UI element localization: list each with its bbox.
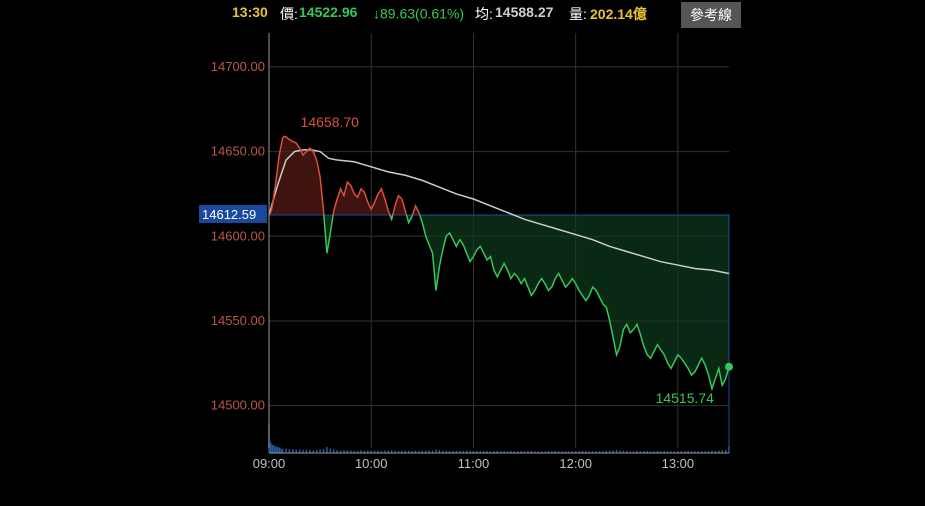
chart-header: 13:30 價: 14522.96 ↓89.63(0.61%) 均: 14588… xyxy=(0,4,925,26)
chart-svg: 14500.00 14550.00 14600.00 14650.00 14700.00… xyxy=(199,28,747,493)
svg-text:14658.70: 14658.70 xyxy=(301,114,360,130)
svg-text:09:00: 09:00 xyxy=(253,456,286,471)
svg-text:14550.00: 14550.00 xyxy=(211,313,265,328)
svg-text:14700.00: 14700.00 xyxy=(211,59,265,74)
svg-text:14515.74: 14515.74 xyxy=(656,390,715,406)
price-chart[interactable]: 14500.00 14550.00 14600.00 14650.00 14700.00… xyxy=(199,28,747,493)
header-avg-label: 均: xyxy=(475,4,493,24)
svg-text:10:00: 10:00 xyxy=(355,456,388,471)
svg-text:14612.59: 14612.59 xyxy=(202,207,256,222)
down-arrow-icon: ↓ xyxy=(373,5,380,21)
svg-text:14650.00: 14650.00 xyxy=(211,144,265,159)
header-vol: 202.14億 xyxy=(590,4,647,24)
header-time: 13:30 xyxy=(232,4,268,20)
svg-text:13:00: 13:00 xyxy=(662,456,695,471)
reference-line-button[interactable]: 參考線 xyxy=(681,2,741,28)
svg-text:11:00: 11:00 xyxy=(458,456,490,471)
header-price: 14522.96 xyxy=(299,4,357,20)
header-price-label: 價: xyxy=(280,4,298,24)
header-delta: ↓89.63(0.61%) xyxy=(373,4,464,21)
svg-text:12:00: 12:00 xyxy=(559,456,592,471)
svg-text:14500.00: 14500.00 xyxy=(211,398,265,413)
header-vol-label: 量: xyxy=(569,4,587,24)
svg-text:14600.00: 14600.00 xyxy=(211,228,265,243)
header-avg: 14588.27 xyxy=(495,4,553,20)
